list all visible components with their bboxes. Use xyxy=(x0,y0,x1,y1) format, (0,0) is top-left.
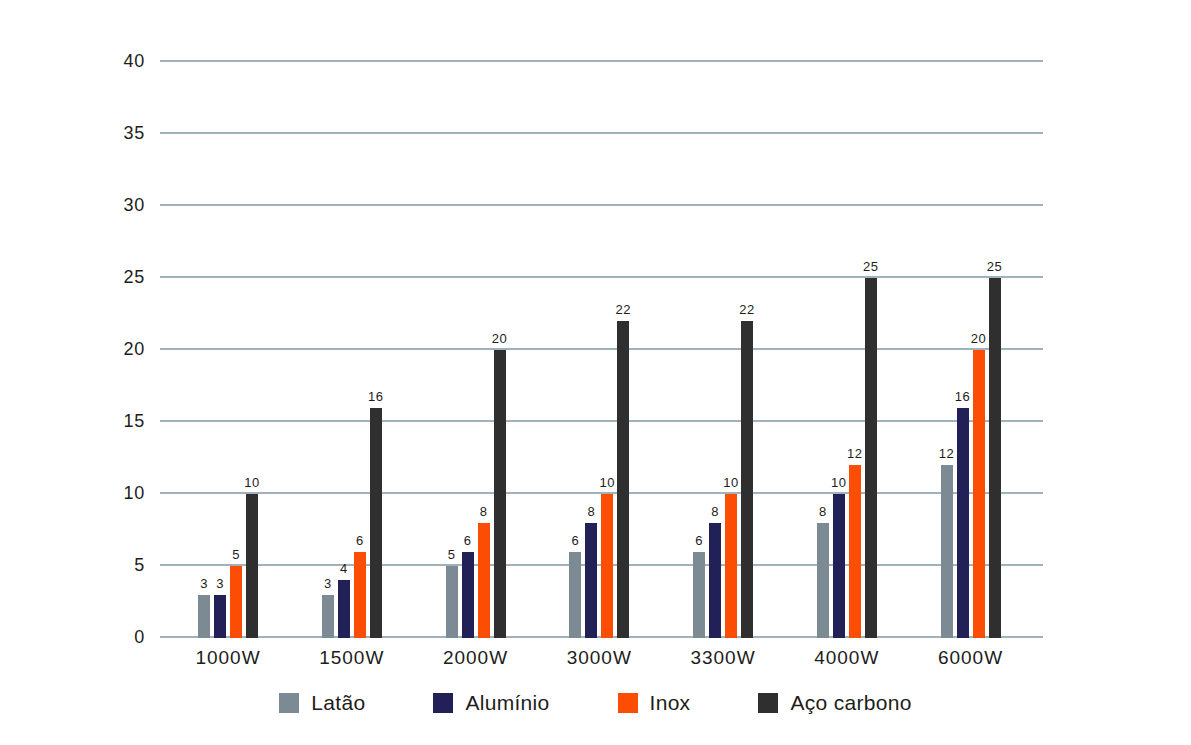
bar-alum-nio: 4 xyxy=(338,580,350,638)
x-axis-label: 2000W xyxy=(443,647,508,669)
bar-alum-nio: 8 xyxy=(585,523,597,638)
legend-item: Latão xyxy=(279,691,365,715)
bar-a-o-carbono: 25 xyxy=(865,278,877,638)
bar-value-label: 8 xyxy=(711,504,719,519)
bar-group: 81012254000W xyxy=(817,278,877,638)
legend-item: Aço carbono xyxy=(758,691,911,715)
bar-value-label: 3 xyxy=(200,576,208,591)
bar-group: 6810223300W xyxy=(693,321,753,638)
bar-inox: 20 xyxy=(973,350,985,638)
bar-value-label: 5 xyxy=(448,547,456,562)
y-tick-label: 15 xyxy=(123,411,145,432)
bar-value-label: 6 xyxy=(695,533,703,548)
bar-inox: 12 xyxy=(849,465,861,638)
bar-value-label: 3 xyxy=(324,576,332,591)
plot-area: 0510152025303540335101000W346161500W5682… xyxy=(160,62,1043,638)
x-axis-label: 3300W xyxy=(690,647,755,669)
bar-value-label: 16 xyxy=(955,389,970,404)
legend: Latão Alumínio Inox Aço carbono xyxy=(0,691,1191,715)
bar-a-o-carbono: 22 xyxy=(741,321,753,638)
bar-value-label: 25 xyxy=(987,259,1002,274)
bar-lat-o: 3 xyxy=(198,595,210,638)
gridline: 25 xyxy=(160,276,1043,278)
bar-inox: 8 xyxy=(478,523,490,638)
bar-value-label: 10 xyxy=(831,475,846,490)
bar-a-o-carbono: 22 xyxy=(617,321,629,638)
y-tick-label: 35 xyxy=(123,123,145,144)
bar-lat-o: 6 xyxy=(569,552,581,638)
y-tick-label: 20 xyxy=(123,339,145,360)
y-tick-label: 30 xyxy=(123,195,145,216)
y-tick-label: 40 xyxy=(123,51,145,72)
bar-a-o-carbono: 10 xyxy=(246,494,258,638)
bar-value-label: 10 xyxy=(600,475,615,490)
x-axis-label: 1000W xyxy=(195,647,260,669)
bar-alum-nio: 8 xyxy=(709,523,721,638)
bar-a-o-carbono: 25 xyxy=(989,278,1001,638)
y-tick-label: 5 xyxy=(134,555,145,576)
bar-value-label: 8 xyxy=(587,504,595,519)
bar-inox: 10 xyxy=(725,494,737,638)
x-axis-label: 4000W xyxy=(814,647,879,669)
bar-group: 335101000W xyxy=(198,494,258,638)
bar-chart: 0510152025303540335101000W346161500W5682… xyxy=(0,0,1191,745)
bar-lat-o: 8 xyxy=(817,523,829,638)
bar-lat-o: 3 xyxy=(322,595,334,638)
bar-alum-nio: 16 xyxy=(957,408,969,638)
bar-group: 121620256000W xyxy=(941,278,1001,638)
legend-swatch xyxy=(433,693,453,713)
bar-lat-o: 6 xyxy=(693,552,705,638)
bar-lat-o: 12 xyxy=(941,465,953,638)
bar-inox: 6 xyxy=(354,552,366,638)
bar-value-label: 6 xyxy=(464,533,472,548)
bar-inox: 5 xyxy=(230,566,242,638)
legend-swatch xyxy=(279,693,299,713)
bar-value-label: 8 xyxy=(480,504,488,519)
bar-group: 6810223000W xyxy=(569,321,629,638)
bar-alum-nio: 10 xyxy=(833,494,845,638)
gridline: 30 xyxy=(160,204,1043,206)
bar-lat-o: 5 xyxy=(446,566,458,638)
legend-swatch xyxy=(758,693,778,713)
legend-label: Aço carbono xyxy=(790,691,911,715)
bar-value-label: 10 xyxy=(244,475,259,490)
bar-value-label: 22 xyxy=(739,302,754,317)
gridline: 35 xyxy=(160,132,1043,134)
bar-value-label: 6 xyxy=(571,533,579,548)
bar-value-label: 25 xyxy=(863,259,878,274)
legend-label: Latão xyxy=(311,691,365,715)
bar-inox: 10 xyxy=(601,494,613,638)
gridline: 40 xyxy=(160,60,1043,62)
x-axis-label: 3000W xyxy=(567,647,632,669)
x-axis-label: 6000W xyxy=(938,647,1003,669)
legend-item: Inox xyxy=(618,691,691,715)
y-tick-label: 10 xyxy=(123,483,145,504)
bar-value-label: 12 xyxy=(939,446,954,461)
bar-value-label: 16 xyxy=(368,389,383,404)
bar-alum-nio: 3 xyxy=(214,595,226,638)
bar-value-label: 22 xyxy=(616,302,631,317)
bar-value-label: 3 xyxy=(216,576,224,591)
bar-alum-nio: 6 xyxy=(462,552,474,638)
bar-value-label: 20 xyxy=(971,331,986,346)
legend-label: Alumínio xyxy=(465,691,549,715)
bar-value-label: 6 xyxy=(356,533,364,548)
legend-item: Alumínio xyxy=(433,691,549,715)
y-tick-label: 0 xyxy=(134,627,145,648)
legend-swatch xyxy=(618,693,638,713)
bar-group: 568202000W xyxy=(446,350,506,638)
bar-value-label: 20 xyxy=(492,331,507,346)
x-axis-label: 1500W xyxy=(319,647,384,669)
bar-group: 346161500W xyxy=(322,408,382,638)
bar-value-label: 4 xyxy=(340,561,348,576)
bar-value-label: 12 xyxy=(847,446,862,461)
bar-value-label: 5 xyxy=(232,547,240,562)
bar-value-label: 8 xyxy=(819,504,827,519)
bar-a-o-carbono: 16 xyxy=(370,408,382,638)
y-tick-label: 25 xyxy=(123,267,145,288)
legend-label: Inox xyxy=(650,691,691,715)
bar-a-o-carbono: 20 xyxy=(494,350,506,638)
bar-value-label: 10 xyxy=(723,475,738,490)
